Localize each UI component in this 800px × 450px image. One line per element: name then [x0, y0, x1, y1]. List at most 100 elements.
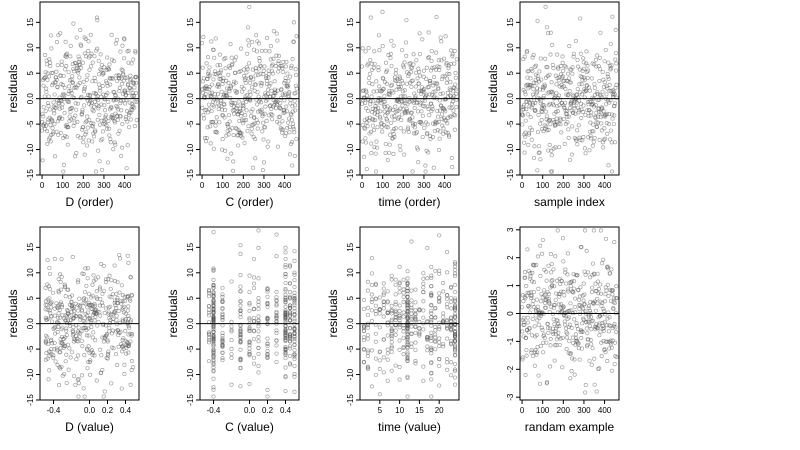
data-point — [119, 386, 124, 391]
data-point — [369, 61, 374, 66]
data-point — [374, 139, 379, 144]
y-tick-label: -15 — [346, 169, 355, 181]
data-point — [292, 336, 297, 342]
data-point — [453, 75, 458, 80]
data-point — [279, 87, 284, 92]
data-point — [275, 119, 280, 124]
data-point — [560, 60, 565, 65]
data-point — [69, 105, 75, 110]
data-point — [436, 58, 441, 63]
data-point — [209, 39, 214, 44]
data-point — [231, 111, 237, 116]
data-point — [442, 97, 447, 102]
data-point — [46, 316, 51, 321]
x-tick-label: 300 — [417, 181, 431, 190]
data-point — [247, 327, 252, 332]
data-point — [568, 80, 573, 85]
data-point — [78, 65, 84, 70]
x-tick-label: 0 — [360, 181, 365, 190]
data-point — [262, 125, 268, 130]
data-point — [586, 68, 591, 73]
data-point — [273, 106, 278, 111]
data-point — [247, 316, 252, 321]
data-point — [595, 97, 600, 102]
data-point — [409, 288, 414, 293]
data-point — [283, 311, 288, 316]
data-point — [213, 123, 218, 128]
data-point — [119, 67, 124, 72]
data-point — [120, 145, 125, 150]
data-point — [266, 87, 271, 92]
data-point — [571, 54, 576, 59]
data-point — [292, 356, 297, 362]
data-point — [381, 314, 386, 319]
data-point — [380, 76, 385, 81]
data-point — [405, 303, 410, 308]
data-point — [585, 108, 590, 113]
data-point — [556, 321, 561, 327]
data-point — [251, 337, 257, 342]
data-point — [430, 107, 435, 112]
data-point — [425, 104, 430, 109]
data-point — [415, 109, 421, 114]
data-point — [429, 330, 434, 335]
data-point — [522, 54, 527, 59]
data-point — [122, 371, 127, 376]
data-point — [381, 292, 386, 297]
y-tick-label: 5 — [506, 70, 515, 75]
data-point — [444, 62, 449, 67]
data-point — [545, 326, 551, 331]
data-point — [561, 305, 566, 310]
data-point — [45, 297, 50, 302]
data-point — [292, 290, 297, 295]
data-point — [69, 91, 74, 96]
data-point — [421, 364, 426, 369]
data-point — [283, 292, 288, 297]
data-point — [605, 358, 610, 363]
data-point — [385, 104, 390, 109]
data-point — [55, 85, 60, 90]
data-point — [452, 127, 457, 132]
data-point — [452, 361, 458, 367]
data-point — [276, 61, 281, 66]
data-point — [384, 68, 390, 73]
data-point — [608, 340, 613, 345]
data-point — [605, 282, 610, 287]
data-point — [603, 292, 608, 297]
data-point — [211, 325, 216, 330]
x-tick-label: 200 — [557, 406, 571, 415]
data-point — [447, 134, 452, 139]
data-point — [265, 317, 270, 322]
data-point — [71, 123, 76, 129]
data-point — [101, 394, 106, 399]
data-point — [444, 80, 449, 85]
data-point — [381, 291, 386, 296]
data-point — [256, 72, 261, 78]
data-point — [583, 309, 588, 314]
data-point — [573, 111, 578, 116]
x-tick-label: 300 — [257, 181, 271, 190]
data-point — [68, 54, 73, 59]
data-point — [533, 313, 538, 318]
data-point — [46, 377, 51, 382]
data-point — [93, 79, 98, 84]
data-point — [283, 262, 288, 267]
data-point — [612, 240, 617, 245]
data-point — [420, 113, 425, 118]
data-point — [47, 271, 53, 276]
data-point — [411, 62, 416, 67]
data-point — [385, 378, 390, 383]
data-point — [575, 273, 580, 278]
data-point — [360, 139, 365, 144]
data-point — [251, 306, 257, 311]
data-point — [215, 92, 220, 97]
data-point — [449, 373, 454, 378]
data-point — [452, 314, 458, 319]
data-point — [389, 309, 394, 314]
data-point — [369, 292, 374, 297]
data-point — [373, 151, 378, 156]
data-point — [442, 56, 447, 61]
data-point — [398, 148, 403, 153]
